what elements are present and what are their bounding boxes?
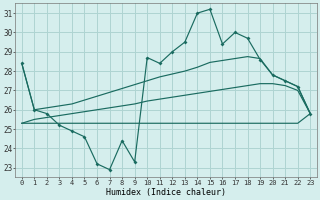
X-axis label: Humidex (Indice chaleur): Humidex (Indice chaleur) (106, 188, 226, 197)
